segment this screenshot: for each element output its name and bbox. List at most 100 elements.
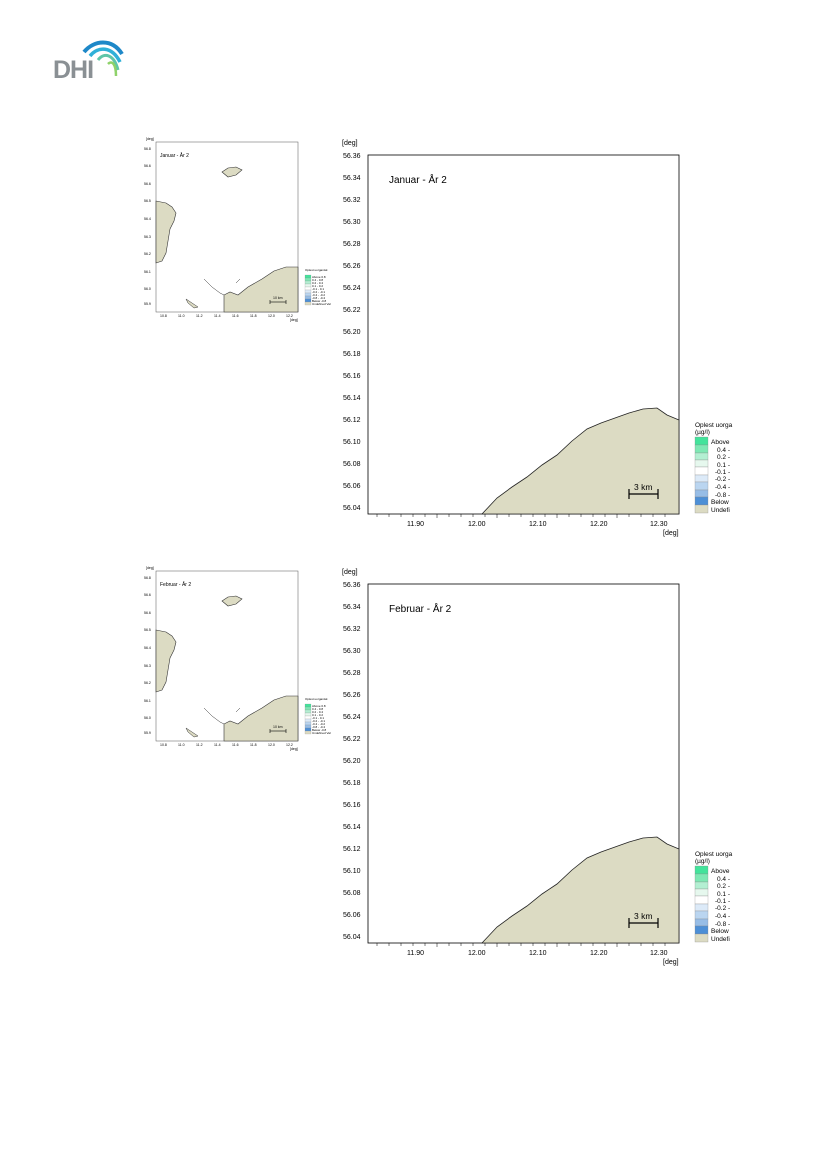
detail-y-tick: 56.08 <box>343 890 361 897</box>
detail-y-tick-labels: 56.36 56.34 56.32 56.30 56.28 56.26 56.2… <box>343 153 361 512</box>
detail-legend-swatch <box>694 933 709 943</box>
overview-island-north <box>221 595 243 607</box>
overview-west-coast-land <box>155 629 177 693</box>
overview-x-tick: 12.0 <box>268 314 275 318</box>
detail-map-svg: [deg] Januar - År 2 56.36 56.34 56.32 56… <box>342 140 733 537</box>
detail-y-tick: 56.30 <box>343 219 361 226</box>
detail-y-tick: 56.12 <box>343 846 361 853</box>
overview-y-tick-labels: 56.8 56.6 56.6 56.5 56.4 56.3 56.2 56.1 … <box>144 576 151 735</box>
overview-scale-label: 10 km <box>273 725 283 729</box>
overview-legend-label: -0.8 - -0.4 <box>312 296 325 300</box>
overview-legend-label: 0.2 - 0.4 <box>312 281 323 285</box>
detail-y-tick: 56.28 <box>343 241 361 248</box>
overview-y-tick: 55.9 <box>144 302 151 306</box>
detail-legend-title: Oplest uorga <box>695 851 733 858</box>
overview-y-tick: 56.4 <box>144 646 151 650</box>
detail-legend-unit: (µg/l) <box>695 858 710 865</box>
detail-y-tick: 56.30 <box>343 648 361 655</box>
detail-y-tick: 56.06 <box>343 483 361 490</box>
detail-y-tick: 56.12 <box>343 417 361 424</box>
overview-legend-swatch <box>304 298 312 303</box>
detail-x-unit: [deg] <box>663 530 679 537</box>
overview-y-tick: 56.3 <box>144 235 151 239</box>
detail-legend-swatch <box>694 881 709 890</box>
overview-x-tick: 12.2 <box>286 314 293 318</box>
detail-x-tick: 11.90 <box>407 950 424 957</box>
detail-y-tick: 56.34 <box>343 604 361 611</box>
detail-scale-label: 3 km <box>634 911 652 921</box>
detail-legend-swatch <box>694 466 709 476</box>
detail-y-unit: [deg] <box>342 140 358 147</box>
detail-y-tick: 56.20 <box>343 329 361 336</box>
detail-legend-label: 0.1 - <box>717 891 730 898</box>
detail-y-tick: 56.18 <box>343 780 361 787</box>
overview-x-tick-labels: 10.8 11.0 11.2 11.4 11.6 11.8 12.0 12.2 <box>160 314 293 318</box>
detail-legend-label: -0.4 - <box>715 484 730 491</box>
overview-legend-swatch <box>304 706 312 711</box>
overview-legend-label: -0.1 - 0.1 <box>312 287 324 291</box>
overview-y-tick: 56.5 <box>144 628 151 632</box>
detail-legend-label: Undefi <box>711 936 730 943</box>
detail-legend-swatch <box>694 865 709 875</box>
detail-y-tick: 56.04 <box>343 505 361 512</box>
detail-x-axis-ticks <box>376 514 666 518</box>
overview-legend-swatch <box>304 721 312 726</box>
overview-legend-title: Oplest uorganisk <box>305 697 328 701</box>
overview-y-unit: [deg] <box>146 137 154 141</box>
detail-y-tick: 56.32 <box>343 197 361 204</box>
overview-legend-label: -0.1 - 0.1 <box>312 716 324 720</box>
overview-x-tick: 12.0 <box>268 743 275 747</box>
detail-y-tick: 56.10 <box>343 868 361 875</box>
overview-legend-label: 0.2 - 0.4 <box>312 710 323 714</box>
overview-map-januar: [deg] 56.8 56.6 56.6 56.5 56.4 56.3 56.2… <box>138 137 331 322</box>
dhi-logo: DHI <box>50 38 126 84</box>
overview-y-tick: 56.8 <box>144 147 151 151</box>
detail-map-title: Februar - År 2 <box>389 602 452 615</box>
overview-legend-label: Above 0.8 <box>312 275 326 279</box>
overview-legend-swatch <box>304 301 312 306</box>
overview-y-tick: 55.9 <box>144 731 151 735</box>
overview-legend-label: -0.4 - -0.2 <box>312 722 325 726</box>
overview-legend-label: -0.2 - -0.1 <box>312 719 325 723</box>
detail-y-tick: 56.36 <box>343 582 361 589</box>
detail-y-tick-labels: 56.36 56.34 56.32 56.30 56.28 56.26 56.2… <box>343 582 361 941</box>
detail-x-tick: 11.90 <box>407 521 424 528</box>
detail-legend-label: -0.1 - <box>715 898 730 905</box>
overview-x-tick: 11.0 <box>178 314 185 318</box>
overview-y-tick: 56.6 <box>144 611 151 615</box>
overview-y-tick: 56.0 <box>144 716 151 720</box>
overview-map-februar: [deg] 56.8 56.6 56.6 56.5 56.4 56.3 56.2… <box>138 566 331 751</box>
overview-legend-label: Undefined Val <box>312 302 331 306</box>
detail-y-tick: 56.16 <box>343 802 361 809</box>
detail-legend-swatch <box>694 903 709 912</box>
detail-scale-label: 3 km <box>634 482 652 492</box>
detail-legend-swatch <box>694 474 709 483</box>
detail-legend-swatch <box>694 496 709 506</box>
overview-y-tick: 56.0 <box>144 287 151 291</box>
detail-land <box>481 836 680 944</box>
overview-legend-swatch <box>304 274 312 279</box>
detail-y-tick: 56.04 <box>343 934 361 941</box>
overview-legend-swatch <box>304 709 312 714</box>
detail-y-unit: [deg] <box>342 569 358 576</box>
detail-y-tick: 56.08 <box>343 461 361 468</box>
detail-x-unit: [deg] <box>663 959 679 966</box>
detail-legend-label: 0.2 - <box>717 454 730 461</box>
overview-x-tick: 10.8 <box>160 743 167 747</box>
overview-legend-swatch <box>304 295 312 300</box>
logo-text: DHI <box>53 56 94 84</box>
overview-x-tick: 11.6 <box>232 743 239 747</box>
overview-x-tick: 12.2 <box>286 743 293 747</box>
detail-x-tick: 12.30 <box>650 950 668 957</box>
overview-legend-swatch <box>304 712 312 717</box>
detail-map-svg: [deg] Februar - År 2 56.36 56.34 56.32 5… <box>342 569 733 966</box>
detail-y-tick: 56.28 <box>343 670 361 677</box>
detail-y-tick: 56.26 <box>343 692 361 699</box>
detail-x-tick: 12.10 <box>529 950 547 957</box>
detail-legend-swatch <box>694 925 709 935</box>
overview-legend-swatch <box>304 292 312 297</box>
overview-island-north <box>221 166 243 178</box>
detail-legend-swatch <box>694 504 709 514</box>
overview-legend-swatch <box>304 727 312 732</box>
detail-x-tick: 12.20 <box>590 950 608 957</box>
